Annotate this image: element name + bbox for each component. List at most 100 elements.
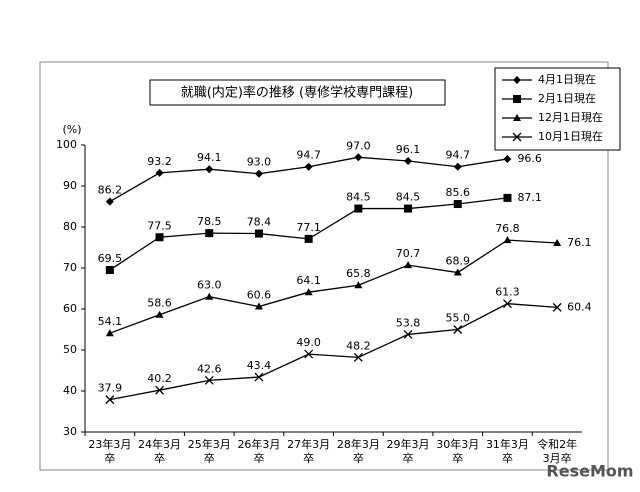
x-tick-label: 令和2年3月卒 <box>537 438 578 465</box>
marker <box>552 302 562 312</box>
marker <box>304 349 314 359</box>
chart-frame <box>39 61 609 471</box>
x-tick-label: 29年3月卒 <box>386 438 430 465</box>
marker <box>513 76 521 84</box>
data-label: 86.2 <box>98 184 123 197</box>
data-label: 70.7 <box>396 247 421 260</box>
data-label: 60.6 <box>247 289 272 302</box>
series-line <box>109 239 558 334</box>
data-label: 94.7 <box>446 149 471 162</box>
marker <box>105 197 114 206</box>
y-tick-label: 60 <box>63 302 77 315</box>
data-label: 77.5 <box>147 219 172 232</box>
marker <box>404 261 413 269</box>
data-label: 58.6 <box>147 297 172 310</box>
marker <box>453 162 462 171</box>
data-label: 87.1 <box>517 191 542 204</box>
x-tick-label: 31年3月卒 <box>485 438 529 465</box>
legend-label: 10月1日現在 <box>538 130 603 143</box>
data-label: 93.2 <box>147 155 172 168</box>
marker <box>354 281 363 289</box>
x-tick-label: 30年3月卒 <box>436 438 480 465</box>
marker <box>304 288 313 296</box>
marker <box>503 154 512 163</box>
data-label: 93.0 <box>247 156 272 169</box>
marker <box>453 268 462 276</box>
data-label: 40.2 <box>147 372 172 385</box>
data-label: 64.1 <box>296 274 321 287</box>
legend-label: 2月1日現在 <box>538 92 596 105</box>
y-tick-label: 80 <box>63 220 77 233</box>
data-label: 54.1 <box>98 315 123 328</box>
y-tick-label: 100 <box>56 138 77 151</box>
data-label: 42.6 <box>197 362 222 375</box>
marker <box>105 329 114 337</box>
data-label: 96.6 <box>517 152 542 165</box>
data-label: 97.0 <box>346 139 371 152</box>
legend-label: 4月1日現在 <box>538 73 596 86</box>
marker <box>553 238 562 246</box>
data-label: 65.8 <box>346 267 371 280</box>
marker <box>404 156 413 165</box>
data-label: 53.8 <box>396 316 421 329</box>
data-label: 78.5 <box>197 215 222 228</box>
marker <box>354 153 363 162</box>
data-label: 96.1 <box>396 143 421 156</box>
marker <box>254 302 263 310</box>
data-label: 94.1 <box>197 151 222 164</box>
marker <box>155 233 164 242</box>
marker <box>403 329 413 339</box>
y-tick-label: 40 <box>63 384 77 397</box>
data-label: 37.9 <box>98 382 123 395</box>
y-axis-label: (%) <box>62 123 81 136</box>
marker <box>254 169 263 178</box>
marker <box>453 325 463 334</box>
y-tick-label: 30 <box>63 425 77 438</box>
marker <box>512 132 522 142</box>
x-tick-label: 26年3月卒 <box>237 438 281 465</box>
marker <box>354 204 363 213</box>
watermark: ReseMom <box>546 462 633 481</box>
data-label: 48.2 <box>346 339 371 352</box>
y-tick-label: 70 <box>63 261 77 274</box>
data-label: 69.5 <box>98 252 123 265</box>
x-tick-label: 25年3月卒 <box>187 438 231 465</box>
data-label: 85.6 <box>446 186 471 199</box>
chart-title: 就職(内定)率の推移 (専修学校専門課程) <box>181 85 413 101</box>
marker <box>204 375 214 385</box>
data-label: 76.1 <box>567 236 592 249</box>
marker <box>513 95 521 103</box>
x-tick-label: 27年3月卒 <box>287 438 331 465</box>
x-tick-label: 28年3月卒 <box>336 438 380 465</box>
marker <box>105 266 114 275</box>
data-label: 84.5 <box>396 191 421 204</box>
marker <box>503 236 512 244</box>
title-box <box>149 79 446 106</box>
marker <box>105 395 115 405</box>
marker <box>503 193 512 202</box>
data-label: 61.3 <box>495 286 520 299</box>
data-label: 60.4 <box>567 300 592 313</box>
marker <box>453 200 462 209</box>
data-label: 76.8 <box>495 222 520 235</box>
y-tick-label: 90 <box>63 179 77 192</box>
data-label: 68.9 <box>446 255 471 268</box>
marker <box>155 168 164 177</box>
y-tick-label: 50 <box>63 343 77 356</box>
data-label: 49.0 <box>296 336 321 349</box>
marker <box>254 372 264 382</box>
series-line <box>109 303 558 401</box>
data-label: 84.5 <box>346 191 371 204</box>
marker <box>155 385 165 395</box>
marker <box>304 234 313 243</box>
marker <box>513 114 521 121</box>
data-label: 77.1 <box>296 221 321 234</box>
marker <box>205 165 214 174</box>
marker <box>205 229 214 238</box>
data-label: 43.4 <box>247 359 272 372</box>
marker <box>254 229 263 238</box>
legend-label: 12月1日現在 <box>538 111 603 124</box>
data-label: 78.4 <box>247 216 272 229</box>
